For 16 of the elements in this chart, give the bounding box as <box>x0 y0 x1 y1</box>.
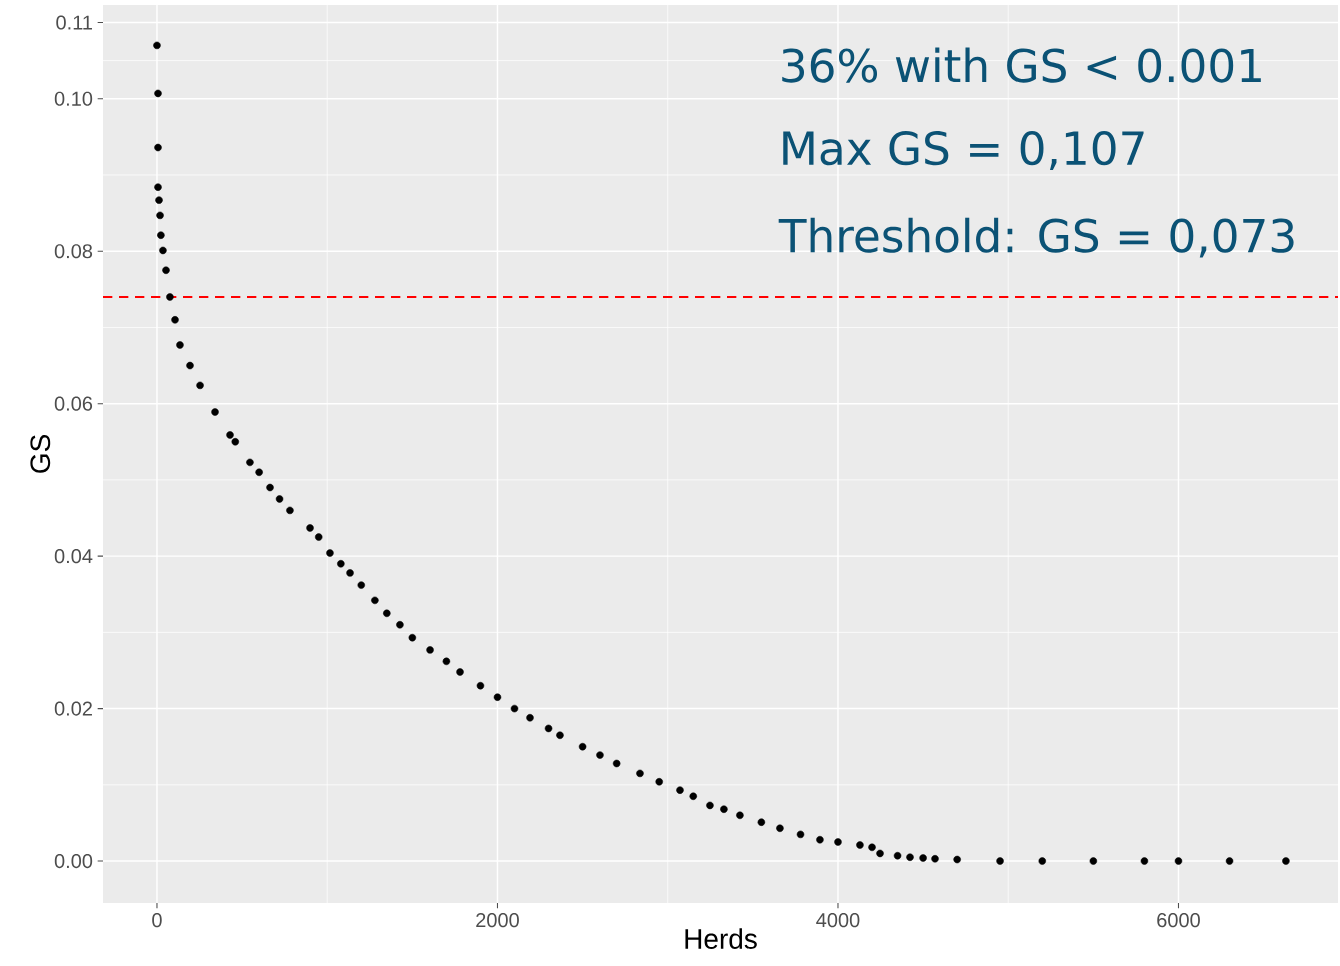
annotation: Max GS = 0,107 <box>783 131 1144 170</box>
x-tick-label: 6000 <box>1157 913 1200 928</box>
y-tick-label: 0.11 <box>56 15 92 30</box>
x-tick-label: 4000 <box>816 913 860 928</box>
y-tick-label: 0.02 <box>54 701 92 716</box>
y-tick-label: 0.06 <box>54 396 93 411</box>
y-tick-label: 0.04 <box>54 549 93 564</box>
y-tick-label: 0.08 <box>54 244 93 259</box>
annotation: Threshold: GS = 0,073 <box>778 217 1294 258</box>
x-axis-title: Herds <box>685 928 757 949</box>
y-tick-label: 0.00 <box>54 853 93 869</box>
x-tick-label: 2000 <box>476 913 519 928</box>
y-tick-label: 0.10 <box>54 91 93 106</box>
y-axis-title: GS <box>30 435 51 473</box>
x-tick-label: 0 <box>152 913 162 928</box>
annotation: 36% with GS < 0.001 <box>782 47 1261 83</box>
